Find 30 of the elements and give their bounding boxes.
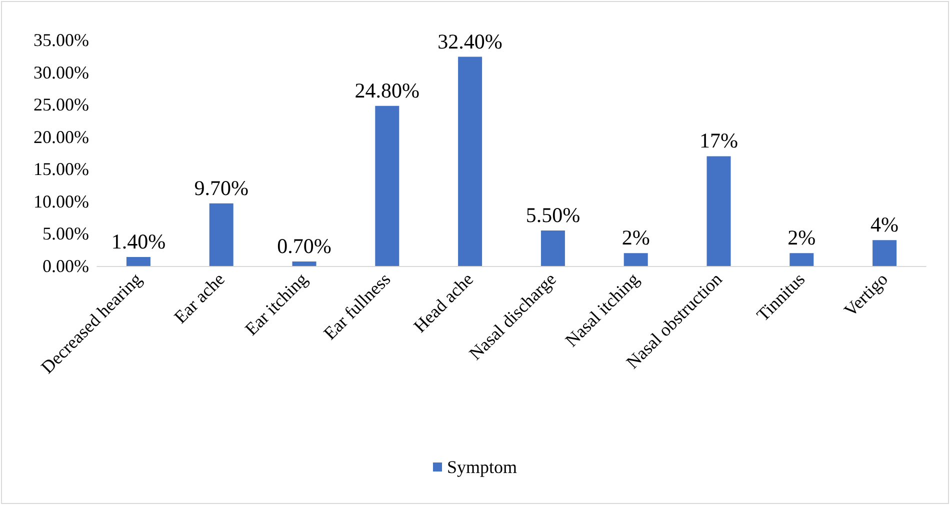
data-label: 17%: [700, 128, 738, 153]
bar: [624, 253, 648, 266]
bar: [375, 106, 400, 266]
data-label: 2%: [622, 226, 650, 250]
data-label: 1.40%: [111, 229, 166, 254]
y-tick-label: 30.00%: [34, 62, 89, 82]
y-tick-label: 25.00%: [34, 94, 89, 115]
bar: [126, 256, 150, 266]
y-tick-label: 0.00%: [42, 256, 89, 276]
data-label: 4%: [870, 212, 899, 237]
bar: [292, 261, 316, 266]
bar: [706, 156, 731, 266]
data-label: 24.80%: [354, 78, 420, 102]
legend-label: Symptom: [446, 457, 518, 477]
bar: [540, 230, 565, 266]
bar: [790, 253, 814, 266]
y-tick-label: 15.00%: [34, 159, 89, 180]
y-tick-label: 5.00%: [42, 224, 89, 244]
y-tick-label: 35.00%: [34, 30, 89, 50]
data-label: 32.40%: [438, 29, 502, 54]
x-tick-label: Ear ache: [170, 268, 228, 328]
bar: [209, 203, 234, 266]
y-tick-label: 20.00%: [34, 126, 89, 147]
data-label: 9.70%: [194, 176, 248, 200]
data-label: 5.50%: [526, 202, 580, 227]
bar: [458, 56, 482, 266]
data-label: 0.70%: [277, 234, 332, 258]
y-tick-label: 10.00%: [34, 191, 89, 212]
data-label: 2%: [788, 226, 816, 250]
bar: [872, 240, 897, 266]
